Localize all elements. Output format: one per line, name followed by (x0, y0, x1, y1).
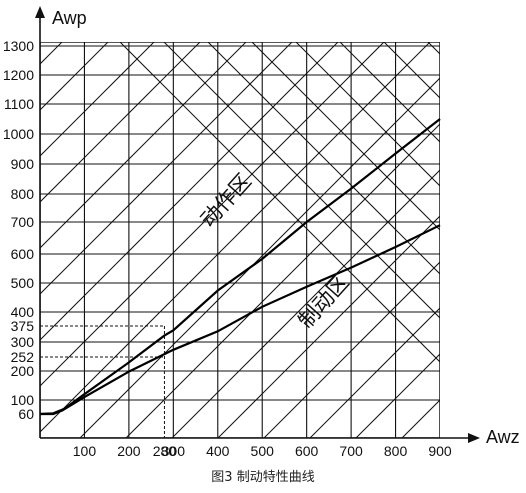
grid-diagonal-rising (40, 42, 339, 341)
x-tick-label: 300 (162, 443, 186, 459)
grid-diagonal-rising (40, 42, 247, 249)
y-tick-label: 100 (11, 392, 35, 408)
y-tick-label: 375 (11, 318, 35, 334)
y-tick-label: 1200 (3, 67, 34, 83)
y-tick-label: 500 (11, 275, 35, 291)
grid-diagonal-falling (295, 42, 440, 187)
y-tick-label: 1000 (3, 126, 34, 142)
grid-diagonal-falling (472, 42, 526, 442)
reference-guides (40, 325, 165, 438)
grid-diagonal-rising (355, 353, 440, 438)
grid-diagonal-rising (217, 215, 440, 438)
grid-diagonal-rising (40, 42, 293, 295)
grid-diagonal-rising (125, 123, 440, 438)
x-tick-label: 800 (384, 443, 408, 459)
y-tick-label: 60 (18, 406, 34, 422)
grid-diagonal-rising (79, 77, 440, 438)
y-tick-label: 700 (11, 214, 35, 230)
x-tick-label: 200 (117, 443, 141, 459)
y-tick-label: 600 (11, 246, 35, 262)
x-tick-label: 500 (251, 443, 275, 459)
x-axis-label: Awz (486, 427, 520, 447)
grid-diagonal-falling (251, 42, 440, 231)
plot-frame (40, 42, 440, 438)
grid-diagonal-falling (339, 42, 440, 143)
x-tick-label: 400 (206, 443, 230, 459)
figure-caption: 图3 制动特性曲线 (211, 470, 315, 485)
y-axis-label: Awp (52, 8, 87, 28)
y-tick-label: 800 (11, 186, 35, 202)
y-tick-label: 300 (11, 334, 35, 350)
y-tick-label: 1300 (3, 38, 34, 54)
y-axis-arrow (35, 6, 45, 18)
x-tick-label: 600 (295, 443, 319, 459)
x-tick-label: 100 (73, 443, 97, 459)
grid-diagonal-rising (40, 42, 201, 203)
y-tick-label: 900 (11, 156, 35, 172)
x-tick-label: 280 (153, 443, 177, 459)
grid (40, 0, 526, 442)
grid-diagonal-rising (171, 169, 440, 438)
grid-diagonal-rising (263, 261, 440, 438)
grid-diagonal-falling (427, 42, 440, 55)
grid-diagonal-rising (448, 0, 526, 438)
grid-diagonal-rising (309, 307, 440, 438)
y-tick-label: 1100 (4, 96, 34, 112)
grid-diagonal-rising (40, 42, 385, 387)
x-tick-label: 900 (428, 443, 452, 459)
x-axis-arrow (468, 433, 480, 443)
series-line-brake-boundary (40, 224, 441, 416)
y-tick-label: 252 (11, 349, 35, 365)
y-tick-label: 400 (11, 304, 35, 320)
x-tick-label: 700 (339, 443, 363, 459)
y-tick-label: 200 (11, 363, 35, 379)
grid-diagonal-rising (401, 399, 440, 438)
axes: Awz Awp (35, 6, 520, 447)
grid-diagonal-falling (163, 42, 440, 319)
grid-diagonal-rising (40, 42, 431, 433)
grid-diagonal-falling (207, 42, 440, 275)
series (39, 118, 441, 416)
grid-diagonal-falling (516, 42, 526, 442)
grid-diagonal-falling (119, 42, 440, 363)
